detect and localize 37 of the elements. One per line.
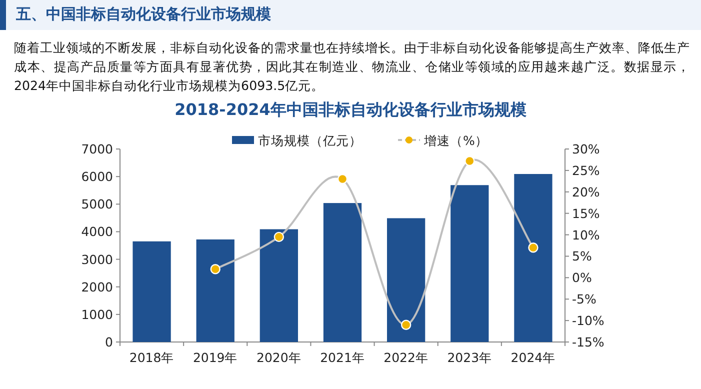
y-tick-label: 3000 xyxy=(81,252,114,267)
y2-tick-label: -5% xyxy=(572,292,596,307)
x-tick-label: 2023年 xyxy=(447,350,492,365)
y2-tick-label: 30% xyxy=(572,142,600,156)
y2-tick-label: 0% xyxy=(572,270,592,286)
bar xyxy=(196,239,234,342)
bar xyxy=(387,218,426,342)
y2-tick-label: 25% xyxy=(572,162,600,178)
bar xyxy=(260,229,298,342)
bar xyxy=(450,185,489,342)
x-tick-label: 2018年 xyxy=(129,350,174,365)
x-tick-label: 2021年 xyxy=(320,350,365,365)
y2-tick-label: -10% xyxy=(572,313,604,328)
bar xyxy=(514,174,552,342)
x-tick-label: 2024年 xyxy=(510,350,556,365)
chart-title: 2018-2024年中国非标自动化设备行业市场规模 xyxy=(174,100,528,121)
y-tick-label: 7000 xyxy=(81,142,114,156)
bar xyxy=(132,241,171,342)
y-tick-label: 5000 xyxy=(81,196,114,212)
x-tick-label: 2020年 xyxy=(256,350,302,365)
legend-label: 增速（%） xyxy=(423,133,488,148)
legend-label: 市场规模（亿元） xyxy=(258,133,362,148)
x-tick-label: 2019年 xyxy=(192,350,238,365)
y-tick-label: 2000 xyxy=(81,279,114,294)
y2-tick-label: -15% xyxy=(572,334,604,350)
y-tick-label: 0 xyxy=(105,334,114,350)
y2-tick-label: 15% xyxy=(572,206,600,221)
y-tick-label: 1000 xyxy=(81,306,114,322)
y2-tick-label: 10% xyxy=(572,227,600,242)
text: 随着工业领域的不断发展，非标自动化设备的需求量也在持续增长。由于非标自动化设备能够提高生产效率、降低生产成本、提高产品质量等方面具有显著优势，因此其在制造业、物流业、仓储业等领域的应用越来越广泛。数据显示，2024年中国非标自动化行业市场规模为6093.5亿元。 xyxy=(14,39,690,95)
y-tick-label: 4000 xyxy=(81,224,114,240)
x-tick-label: 2022年 xyxy=(384,350,428,365)
y2-tick-label: 20% xyxy=(572,184,600,200)
bar xyxy=(323,203,362,342)
y2-tick-label: 5% xyxy=(572,248,592,264)
text: 五、中国非标自动化设备行业市场规模 xyxy=(16,5,271,24)
y-tick-label: 6000 xyxy=(81,169,114,184)
